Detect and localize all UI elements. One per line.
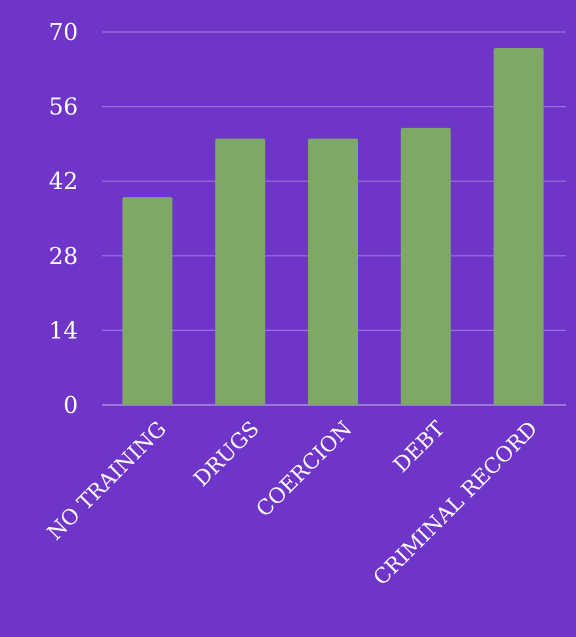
y-tick-label: 0	[63, 393, 78, 419]
x-category-label: DEBT	[389, 417, 450, 478]
bar	[122, 197, 173, 405]
x-category-label: CRIMINAL RECORD	[369, 417, 542, 590]
x-category-label: NO TRAINING	[43, 417, 171, 545]
y-tick-label: 28	[49, 244, 78, 270]
bar	[308, 138, 358, 406]
bar	[215, 138, 266, 406]
x-category-label: DRUGS	[189, 417, 264, 492]
y-tick-label: 56	[49, 95, 78, 121]
bars	[122, 47, 544, 406]
x-category-label: COERCION	[252, 417, 357, 522]
y-tick-label: 14	[49, 318, 78, 344]
bar	[400, 127, 451, 406]
y-tick-label: 42	[49, 169, 78, 195]
bar	[493, 47, 544, 405]
y-tick-label: 70	[49, 20, 78, 46]
y-axis-ticks: 0 14 28 42 56 70	[49, 20, 78, 419]
